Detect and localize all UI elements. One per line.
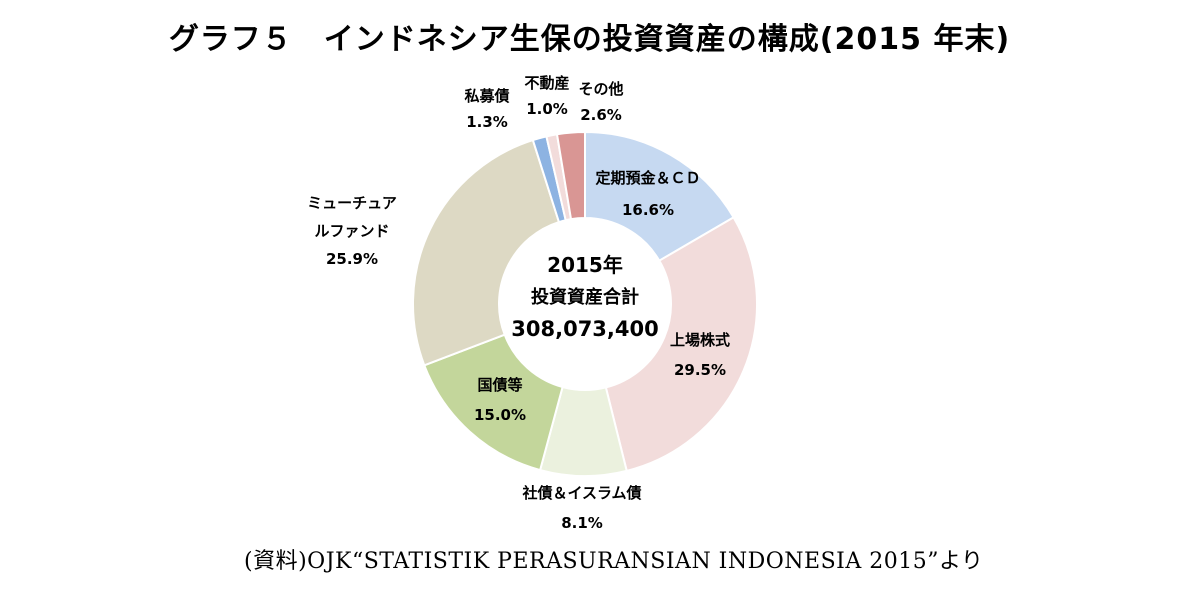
slice-value-label: 29.5%	[674, 361, 726, 379]
slice-5	[412, 138, 561, 367]
slice-name-label: 国債等	[477, 376, 522, 394]
slice-labels: 定期預金＆ＣＤ 16.6% 上場株式 29.5% 社債＆イスラム債 8.1% 国債等 15.0…	[307, 74, 730, 532]
slice-value-label: 8.1%	[561, 514, 603, 532]
slice-8	[555, 130, 586, 221]
source-note: (資料)OJK“STATISTIK PERASURANSIAN INDONESI…	[244, 549, 984, 574]
slice-value-label: 1.0%	[526, 100, 568, 118]
donut-slices	[412, 130, 758, 477]
slice-value-label: 15.0%	[474, 406, 526, 424]
slice-value-label: 25.9%	[326, 250, 378, 268]
slice-name-label: 不動産	[524, 74, 569, 92]
slice-value-label: 16.6%	[622, 201, 674, 219]
slice-name-label: ルファンド	[314, 222, 389, 240]
slice-name-label: その他	[578, 80, 623, 98]
chart-title: グラフ５ インドネシア生保の投資資産の構成(2015 年末)	[168, 22, 1011, 57]
slice-1	[584, 130, 735, 263]
slice-value-label: 1.3%	[466, 113, 508, 131]
center-year: 2015年	[547, 253, 623, 277]
slice-name-label: 社債＆イスラム債	[521, 484, 641, 502]
slice-name-label: 私募債	[463, 87, 509, 105]
slice-value-label: 2.6%	[580, 106, 622, 124]
slice-name-label: ミューチュア	[307, 194, 397, 212]
center-total: 308,073,400	[511, 317, 658, 341]
slice-name-label: 上場株式	[670, 331, 730, 349]
slice-2	[604, 216, 758, 473]
center-caption: 投資資産合計	[531, 286, 639, 308]
slice-name-label: 定期預金＆ＣＤ	[595, 169, 700, 187]
